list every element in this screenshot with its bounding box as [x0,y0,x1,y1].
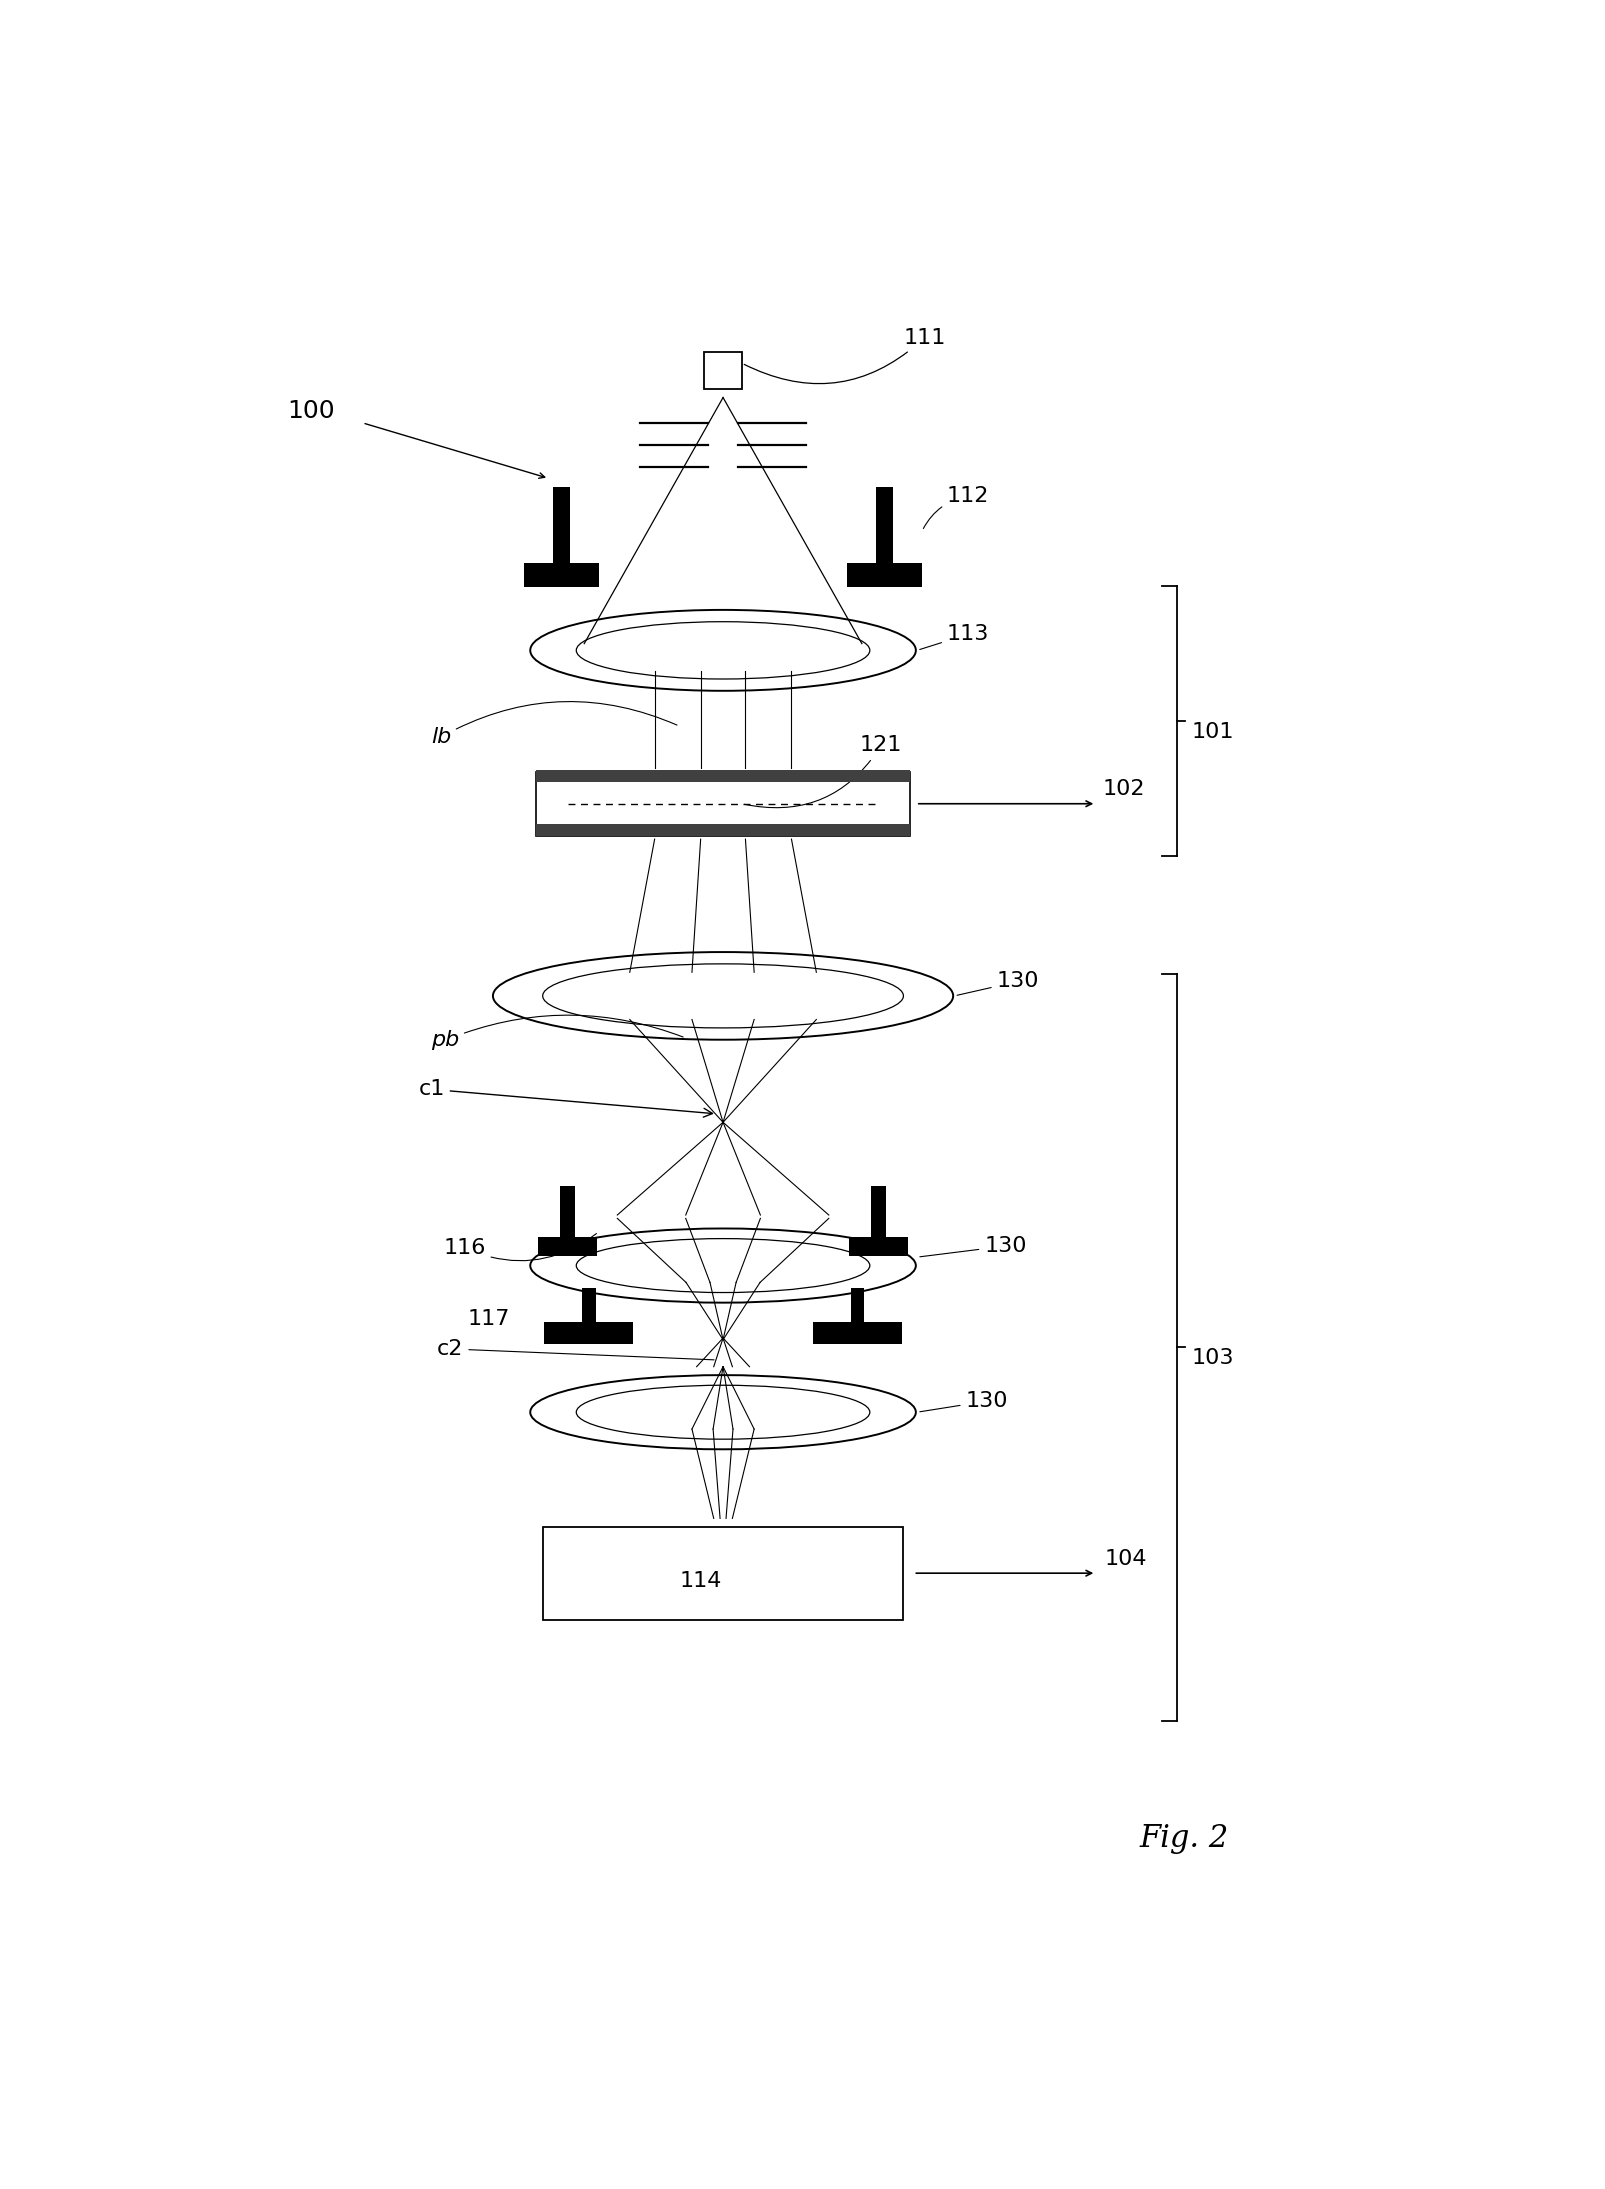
Text: Fig. 2: Fig. 2 [1140,1823,1229,1854]
Bar [544,1322,634,1344]
Text: 130: 130 [920,1392,1008,1412]
Bar [812,1322,902,1344]
Text: lb: lb [430,700,677,746]
Text: 111: 111 [745,328,945,383]
Text: 100: 100 [287,398,335,422]
Bar [560,1186,575,1250]
Text: 101: 101 [1193,722,1234,742]
Bar [536,773,910,836]
Text: 121: 121 [745,736,902,808]
Text: 130: 130 [957,972,1038,996]
Bar [552,488,570,576]
Text: 112: 112 [923,486,989,528]
Text: c1: c1 [419,1079,713,1116]
Text: 113: 113 [920,624,989,650]
Bar [876,488,894,576]
Text: 130: 130 [920,1237,1027,1256]
Text: 103: 103 [1193,1348,1234,1368]
Bar [705,352,742,390]
Bar [536,771,910,781]
Bar [851,1289,863,1322]
Text: 117: 117 [469,1309,510,1329]
Text: 102: 102 [1103,779,1144,799]
Bar [872,1186,886,1250]
Bar [542,1528,904,1620]
Text: 114: 114 [679,1572,722,1591]
Text: c2: c2 [437,1340,714,1359]
Bar [536,823,910,836]
Bar [583,1289,595,1322]
Bar [523,563,599,587]
Bar [538,1237,597,1256]
Text: pb: pb [430,1016,684,1051]
Bar [849,1237,908,1256]
Bar [847,563,923,587]
Text: 104: 104 [1104,1550,1148,1570]
Text: 116: 116 [443,1235,597,1261]
